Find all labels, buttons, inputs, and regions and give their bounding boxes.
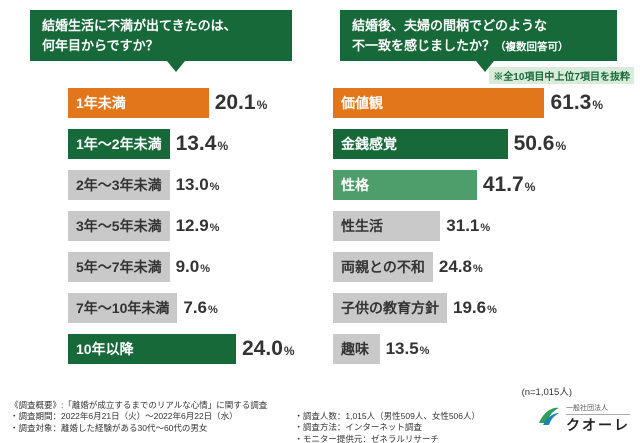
bar-segment: 5年～7年未満 [68,252,170,282]
bar-value: 7.6% [183,298,218,317]
bar-row: 両親との不和 24.8% [333,252,640,283]
bar-label: 性格 [341,177,369,194]
bar-value: 41.7% [482,173,536,197]
logo-org-type: 一般社団法人 [566,403,630,415]
bar-segment: 10年以降 [68,334,236,364]
bar-label: 価値観 [341,95,383,112]
excerpt-note: ※全10項目中上位7項目を抜粋 [489,67,634,84]
right-question-box: 結婚後、夫婦の間柄でどのような 不一致を感じましたか？（複数回答可） [340,10,617,62]
bar-value: 50.6% [513,132,567,156]
left-panel: 結婚生活に不満が出てきたのは、 何年目からですか？ 1年未満 20.1% 1年～2年… [0,10,322,375]
survey-footer: 《調査概要》:「離婚が成立するまでのリアルな心情」に関する調査 ・調査期間：20… [10,400,480,443]
survey-period: ・調査期間：2022年6月21日（火）～2022年6月22日（水） [10,411,238,422]
left-question-line1: 結婚生活に不満が出てきたのは、 [42,18,237,33]
bar-label: 子供の教育方針 [341,300,439,317]
bar-segment: 両親との不和 [333,252,433,283]
bar-label: 性生活 [341,218,383,235]
bar-segment: 2年～3年未満 [68,170,170,200]
bar-segment: 1年～2年未満 [68,129,170,159]
bar-row: 金銭感覚 50.6% [333,129,640,160]
right-question-line1: 結婚後、夫婦の間柄でどのような [352,18,548,33]
bar-value: 12.9% [175,216,220,235]
bar-row: 価値観 61.3% [333,88,640,119]
bar-label: 両親との不和 [341,259,425,276]
logo-company-name: クオーレ [566,417,630,433]
bar-value: 9.0% [175,257,210,276]
left-speech-pointer [167,61,185,72]
survey-count: ・調査人数：1,015人（男性509人、女性506人） [294,411,480,421]
bar-row: 性生活 31.1% [333,211,640,242]
bar-row: 1年未満 20.1% [68,88,322,118]
bar-value: 13.0% [175,175,220,194]
bar-row: 1年～2年未満 13.4% [68,129,322,159]
right-question-line2: 不一致を感じましたか？（複数回答可） [352,36,605,56]
bar-label: 2年～3年未満 [76,177,162,193]
right-panel: 結婚後、夫婦の間柄でどのような 不一致を感じましたか？（複数回答可） ※全10項… [322,10,640,375]
bar-label: 5年～7年未満 [76,259,162,275]
bar-row: 10年以降 24.0% [68,334,322,364]
bar-segment: 金銭感覚 [333,129,508,160]
footer-right-column: ・調査人数：1,015人（男性509人、女性506人） ・調査方法：インターネッ… [294,400,480,443]
bar-label: 1年未満 [76,95,126,111]
bar-row: 趣味 13.5% [333,334,640,365]
bar-segment: 趣味 [333,334,380,365]
bar-segment: 1年未満 [68,88,209,118]
bar-label: 1年～2年未満 [76,136,162,152]
bar-row: 7年～10年未満 7.6% [68,293,322,323]
survey-method: ・調査方法：インターネット調査 [294,422,422,433]
bar-segment: 性格 [333,170,477,201]
footer-left-column: 《調査概要》:「離婚が成立するまでのリアルな心情」に関する調査 ・調査期間：20… [10,400,284,443]
right-speech-pointer [476,61,494,73]
bar-row: 3年～5年未満 12.9% [68,211,322,241]
bar-segment: 性生活 [333,211,441,242]
survey-overview-title: 《調査概要》:「離婚が成立するまでのリアルな心情」に関する調査 [10,400,268,410]
bar-value: 20.1% [214,91,268,114]
bar-value: 31.1% [446,216,491,236]
bar-label: 7年～10年未満 [76,300,170,316]
bar-value: 13.4% [175,132,229,155]
bar-segment: 3年～5年未満 [68,211,170,241]
bar-value: 61.3% [550,91,604,115]
bar-row: 2年～3年未満 13.0% [68,170,322,200]
bar-row: 性格 41.7% [333,170,640,201]
right-bar-chart: 価値観 61.3% 金銭感覚 50.6% 性格 41.7% 性生活 31.1% 両親との不和 24… [333,88,640,365]
bar-label: 金銭感覚 [341,136,397,153]
bar-row: 子供の教育方針 19.6% [333,293,640,324]
survey-monitor: ・モニター提供元：ゼネラルリサーチ [294,433,439,443]
bar-segment: 価値観 [333,88,545,119]
bar-segment: 7年～10年未満 [68,293,178,323]
bar-label: 3年～5年未満 [76,218,162,234]
multi-answer-note: （複数回答可） [495,40,569,53]
bar-segment: 子供の教育方針 [333,293,447,324]
bar-label: 10年以降 [76,341,134,357]
bar-value: 24.0% [242,337,295,360]
chart-columns: 結婚生活に不満が出てきたのは、 何年目からですか？ 1年未満 20.1% 1年～2年… [0,10,640,375]
left-question-box: 結婚生活に不満が出てきたのは、 何年目からですか？ [30,10,292,61]
survey-target: ・調査対象：離婚した経験がある30代～60代の男女 [10,422,208,433]
left-question-line2: 何年目からですか？ [42,37,159,53]
company-logo: 一般社団法人 クオーレ [537,403,630,435]
logo-text: 一般社団法人 クオーレ [566,403,630,435]
right-question-line2-text: 不一致を感じましたか？ [352,37,496,53]
bar-value: 13.5% [385,339,430,359]
bar-label: 趣味 [341,341,369,358]
bar-row: 5年～7年未満 9.0% [68,252,322,282]
sample-size-note: (n=1,015人) [521,387,572,398]
bar-value: 19.6% [453,298,497,318]
left-bar-chart: 1年未満 20.1% 1年～2年未満 13.4% 2年～3年未満 13.0% 3年～5年未満… [68,88,322,364]
logo-swoosh-icon [537,405,561,434]
bar-value: 24.8% [438,257,483,277]
